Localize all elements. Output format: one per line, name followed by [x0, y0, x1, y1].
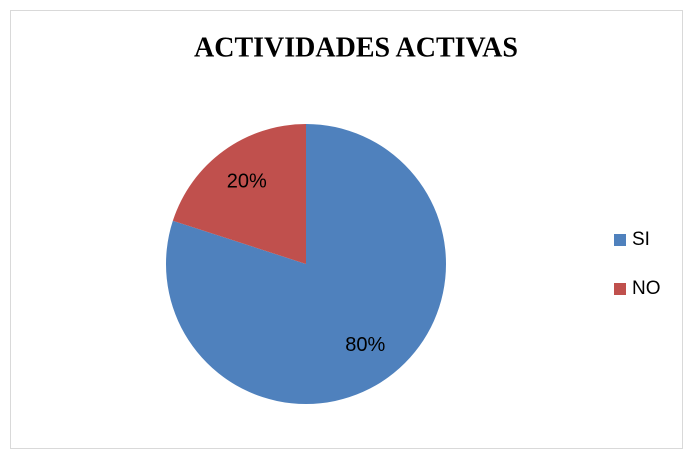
data-label: 20% [227, 171, 267, 193]
legend-label: NO [632, 278, 661, 299]
chart-title: ACTIVIDADES ACTIVAS [194, 32, 518, 63]
pie-slice [172, 124, 306, 264]
legend-swatch [614, 283, 626, 295]
data-label: 80% [345, 334, 385, 356]
legend-label: SI [632, 229, 650, 250]
legend-swatch [614, 234, 626, 246]
